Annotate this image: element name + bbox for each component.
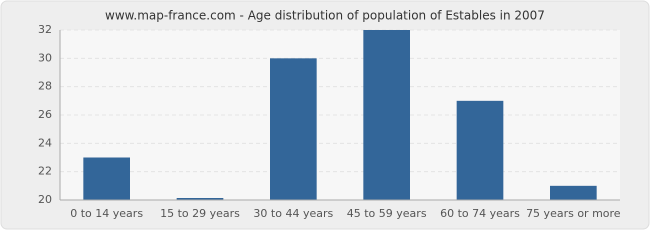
x-tick-label: 45 to 59 years <box>347 207 427 220</box>
y-tick-label: 24 <box>38 136 52 149</box>
y-tick-label: 22 <box>38 165 52 178</box>
bar <box>270 58 317 201</box>
bar <box>456 100 504 200</box>
chart: www.map-france.com - Age distribution of… <box>0 0 650 230</box>
y-tick-label: 20 <box>38 193 52 206</box>
bar <box>550 185 597 200</box>
x-tick-label: 30 to 44 years <box>253 207 333 220</box>
y-tick-label: 26 <box>38 108 52 121</box>
y-tick-label: 30 <box>38 51 52 64</box>
x-tick-label: 15 to 29 years <box>160 207 240 220</box>
bar <box>83 157 130 200</box>
x-tick-label: 60 to 74 years <box>440 207 520 220</box>
y-tick-label: 28 <box>38 80 52 93</box>
chart-title: www.map-france.com - Age distribution of… <box>105 9 545 23</box>
bar <box>363 30 410 200</box>
y-tick-label: 32 <box>38 23 52 36</box>
x-tick-label: 0 to 14 years <box>70 207 143 220</box>
x-tick-label: 75 years or more <box>526 207 621 220</box>
bar <box>176 198 224 200</box>
page: www.map-france.com - Age distribution of… <box>0 0 650 230</box>
